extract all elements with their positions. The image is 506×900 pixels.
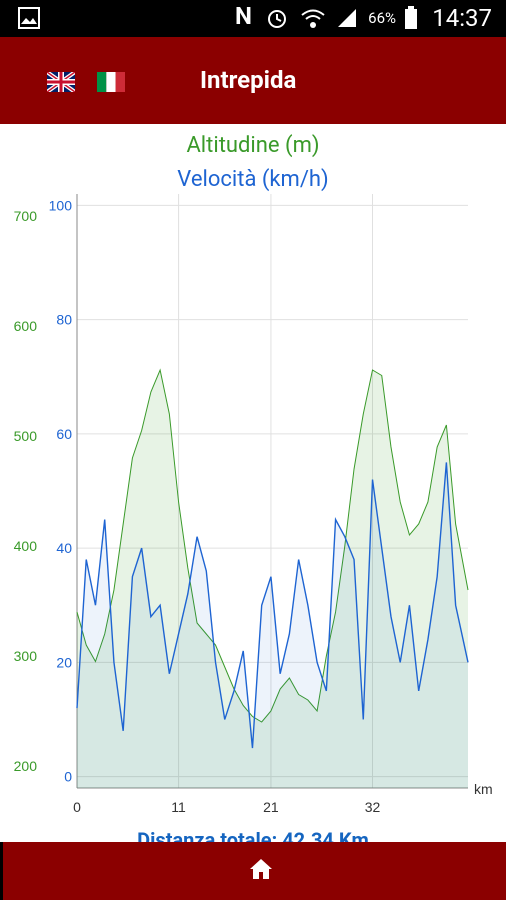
series-0-area — [77, 370, 468, 788]
battery-percent: 66% — [368, 9, 396, 27]
status-bar: N 66% 14:37 — [0, 0, 506, 37]
y-tick-altitude-4: 600 — [14, 318, 38, 334]
app-title: Intrepida — [200, 66, 297, 94]
y-tick-speed-3: 60 — [56, 426, 72, 442]
bottom-bar — [0, 842, 506, 900]
x-tick-2: 21 — [263, 799, 279, 815]
battery-icon — [405, 6, 417, 29]
alarm-icon — [268, 10, 286, 28]
y-tick-speed-4: 80 — [56, 312, 72, 328]
y-tick-altitude-0: 200 — [14, 758, 38, 774]
chart-container: Altitudine (m) Velocità (km/h) 200 300 400… — [0, 124, 506, 840]
y-tick-speed-5: 100 — [49, 197, 73, 213]
gallery-icon — [18, 7, 40, 29]
x-tick-1: 11 — [171, 799, 186, 815]
italy-flag-icon[interactable] — [97, 72, 125, 92]
y-tick-altitude-5: 700 — [14, 208, 38, 224]
y-tick-speed-0: 0 — [64, 769, 72, 785]
speed-title: Velocità (km/h) — [177, 167, 329, 192]
x-tick-3: 32 — [365, 799, 381, 815]
altitude-title: Altitudine (m) — [186, 133, 320, 158]
wifi-icon — [301, 9, 325, 28]
y-tick-altitude-1: 300 — [14, 648, 38, 664]
chart-svg: 200 300 400 500 600 700 0 20 40 60 80 100 0 11 21 32 km — [14, 194, 493, 815]
app-bar: Intrepida — [0, 37, 506, 124]
y-tick-speed-2: 40 — [56, 540, 72, 556]
x-unit-label: km — [474, 781, 493, 797]
clock: 14:37 — [432, 4, 492, 32]
y-tick-speed-1: 20 — [56, 654, 72, 670]
home-icon[interactable] — [250, 859, 272, 879]
y-tick-altitude-3: 500 — [14, 428, 38, 444]
series-0-line — [76, 368, 469, 723]
y-tick-altitude-2: 400 — [14, 538, 38, 554]
uk-flag-icon[interactable] — [47, 72, 75, 92]
series-1-line — [76, 462, 469, 749]
signal-icon — [338, 9, 356, 27]
nfc-icon: N — [235, 2, 252, 30]
x-tick-0: 0 — [73, 799, 81, 815]
